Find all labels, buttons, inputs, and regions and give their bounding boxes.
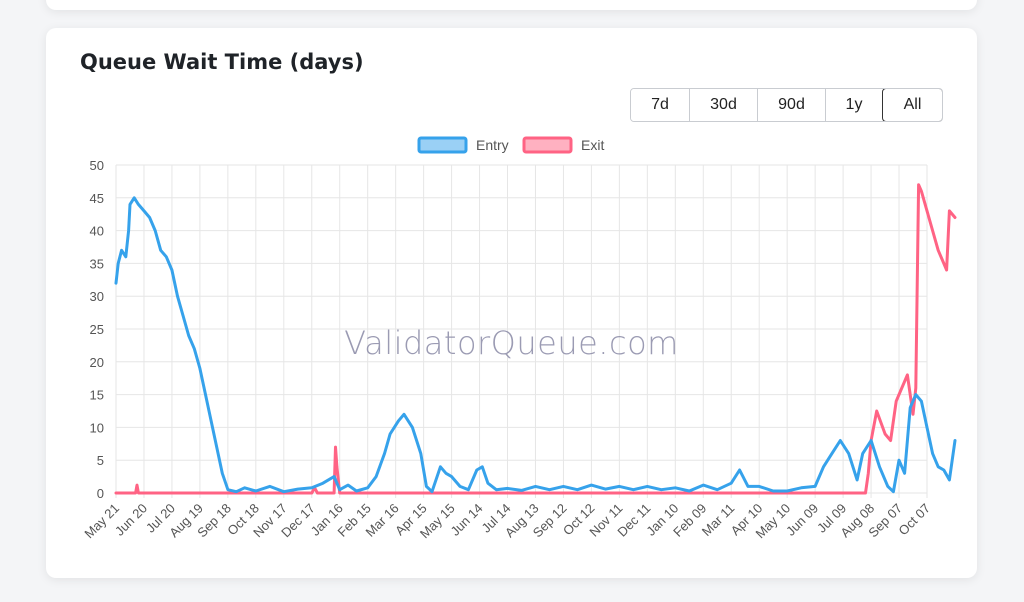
y-tick-label: 40 xyxy=(90,224,104,239)
x-tick-label: Jun 14 xyxy=(447,501,485,539)
legend-label: Entry xyxy=(476,137,509,153)
y-tick-label: 15 xyxy=(90,388,104,403)
x-tick-label: Jun 09 xyxy=(783,501,821,539)
y-tick-label: 25 xyxy=(90,322,104,337)
y-tick-label: 45 xyxy=(90,191,104,206)
x-tick-label: Mar 11 xyxy=(699,501,738,540)
previous-card xyxy=(46,0,977,10)
range-7d-button[interactable]: 7d xyxy=(631,89,689,121)
queue-wait-card: Queue Wait Time (days) 7d 30d 90d 1y All… xyxy=(46,28,977,578)
legend-swatch xyxy=(522,136,573,154)
y-tick-label: 35 xyxy=(90,256,104,271)
chart-series xyxy=(114,183,957,495)
x-tick-label: Oct 07 xyxy=(895,501,933,539)
x-tick-label: Jun 20 xyxy=(112,501,150,539)
watermark: ValidatorQueue.com xyxy=(344,324,679,362)
legend-item-entry: Entry xyxy=(417,136,509,154)
legend-item-exit: Exit xyxy=(522,136,604,154)
range-1y-button[interactable]: 1y xyxy=(825,89,882,121)
x-tick-label: May 21 xyxy=(81,501,122,542)
range-all-button[interactable]: All xyxy=(882,89,942,121)
card-title: Queue Wait Time (days) xyxy=(80,50,364,74)
y-tick-label: 50 xyxy=(90,158,104,173)
legend-label: Exit xyxy=(581,137,604,153)
range-selector: 7d 30d 90d 1y All xyxy=(630,88,943,122)
y-tick-label: 10 xyxy=(90,420,104,435)
range-30d-button[interactable]: 30d xyxy=(689,89,757,121)
range-90d-button[interactable]: 90d xyxy=(757,89,825,121)
chart-grid xyxy=(115,164,928,498)
y-tick-label: 20 xyxy=(90,355,104,370)
legend-swatch xyxy=(417,136,468,154)
y-tick-label: 0 xyxy=(97,486,104,501)
y-axis: 0 5 10 15 20 25 30 35 40 45 50 xyxy=(90,158,104,501)
y-tick-label: 30 xyxy=(90,289,104,304)
chart-legend: Entry Exit xyxy=(417,136,604,154)
y-tick-label: 5 xyxy=(97,453,104,468)
series-line-entry xyxy=(114,196,957,494)
